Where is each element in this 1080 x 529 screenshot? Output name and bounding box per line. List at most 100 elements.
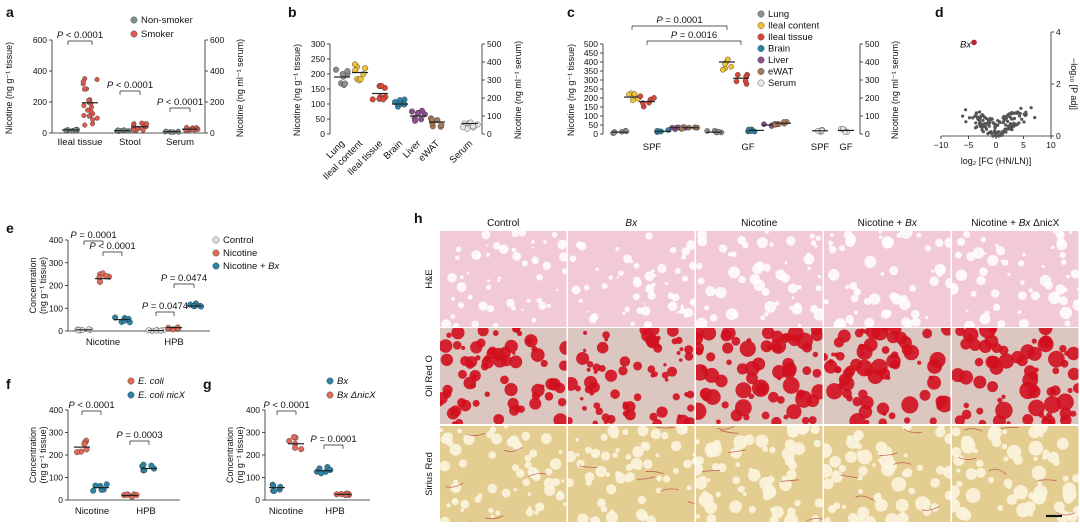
tile-vacuole (465, 360, 475, 369)
c-y-tick-label: 150 (584, 102, 598, 112)
tile-vacuole (826, 383, 843, 400)
tile-vacuole (991, 289, 1000, 298)
data-point (286, 437, 293, 444)
tile-vacuole (1069, 231, 1073, 234)
legend-label: Ileal content (768, 21, 820, 32)
tile-vacuole (791, 296, 795, 299)
tile-vacuole (952, 446, 962, 458)
tile-vacuole (705, 286, 716, 297)
tile-vacuole (669, 246, 677, 254)
tile-vacuole (752, 263, 764, 275)
data-point (124, 491, 131, 498)
tile-vacuole (757, 237, 768, 248)
tile-vacuole (1039, 335, 1053, 349)
tile-vacuole (1031, 465, 1046, 481)
data-point (92, 482, 99, 489)
tile-vacuole (864, 255, 877, 268)
b-y-tick-label: 50 (316, 114, 326, 124)
data-point (728, 63, 735, 70)
p-value-annotation: P < 0.0001 (89, 241, 135, 252)
volcano-point (987, 124, 991, 128)
tile-vacuole (812, 368, 822, 378)
tile-vacuole (446, 503, 451, 508)
panel-g-y-tick-label: 400 (246, 405, 260, 415)
legend-label: Non-smoker (141, 15, 193, 26)
data-point (131, 127, 137, 133)
tile-vacuole (648, 328, 660, 336)
tile-vacuole (801, 416, 810, 424)
tile-vacuole (1001, 443, 1008, 450)
tile-vacuole (696, 402, 707, 420)
tile-vacuole (513, 488, 517, 492)
tile-vacuole (652, 371, 658, 377)
tile-vacuole (671, 338, 678, 345)
panel-e-y-tick-label: 300 (49, 258, 63, 268)
tile-vacuole (846, 394, 853, 402)
data-point (327, 466, 334, 473)
tile-vacuole (485, 244, 488, 247)
category-label: Nicotine (269, 506, 303, 517)
tile-vacuole (1066, 346, 1079, 361)
tile-vacuole (525, 337, 533, 345)
tile-vacuole (686, 390, 695, 399)
tile-vacuole (845, 315, 854, 324)
legend-marker (212, 262, 220, 270)
panel-e-y-tick-label: 400 (49, 235, 63, 245)
data-point (719, 66, 726, 73)
volcano-point (963, 108, 968, 112)
data-point (94, 76, 100, 82)
category-label: HPB (325, 506, 345, 517)
c-yr-tick-label: 100 (865, 111, 879, 121)
tile-vacuole (457, 428, 462, 434)
data-point (81, 86, 87, 92)
data-point (415, 110, 422, 117)
tile-fibre (921, 506, 940, 511)
tile-vacuole (824, 299, 829, 305)
volcano-point (1029, 106, 1033, 110)
tile-vacuole (1072, 505, 1079, 517)
data-point (81, 441, 88, 448)
tile-vacuole (944, 490, 951, 501)
tile-vacuole (702, 490, 708, 496)
data-point (623, 128, 630, 135)
tile-vacuole (710, 314, 718, 322)
tile-vacuole (515, 469, 525, 478)
d-x-tick-label: −10 (934, 140, 949, 150)
tile-vacuole (955, 506, 970, 520)
tile-vacuole (784, 261, 788, 265)
tile-vacuole (557, 239, 567, 250)
a-y-tick-label: 600 (33, 35, 47, 45)
tile-vacuole (980, 236, 986, 243)
tile-vacuole (742, 492, 747, 496)
data-point (418, 116, 425, 123)
legend-label: Smoker (141, 29, 174, 40)
tile-vacuole (1050, 245, 1055, 250)
tile-fibre (504, 446, 523, 452)
tile-vacuole (632, 293, 640, 301)
tile-vacuole (743, 414, 750, 421)
tile-vacuole (488, 507, 494, 514)
tile-vacuole (697, 236, 708, 247)
legend-label: Nicotine + Bx (223, 261, 280, 272)
c-group-label: GF (741, 142, 754, 153)
histology-tile (696, 328, 823, 424)
tile-vacuole (768, 391, 779, 403)
volcano-point (1022, 120, 1026, 124)
c-y-tick-label: 200 (584, 93, 598, 103)
data-point (344, 68, 351, 75)
volcano-point (974, 112, 978, 116)
tile-vacuole (936, 465, 945, 475)
panel-e-y-tick-label: 0 (58, 326, 63, 336)
tile-vacuole (538, 301, 547, 310)
tile-fibre (528, 473, 547, 477)
legend-label: Bx ΔnicX (337, 390, 376, 401)
panel-f-y-tick-label: 400 (49, 405, 63, 415)
volcano-point (973, 114, 977, 118)
a-y-tick-label: 200 (33, 97, 47, 107)
tile-vacuole (1019, 382, 1037, 400)
b-yr-tick-label: 100 (487, 111, 501, 121)
panel-f-y-tick-label: 100 (49, 473, 63, 483)
tile-vacuole (596, 498, 606, 508)
tile-vacuole (715, 374, 728, 388)
tile-vacuole (485, 252, 490, 257)
